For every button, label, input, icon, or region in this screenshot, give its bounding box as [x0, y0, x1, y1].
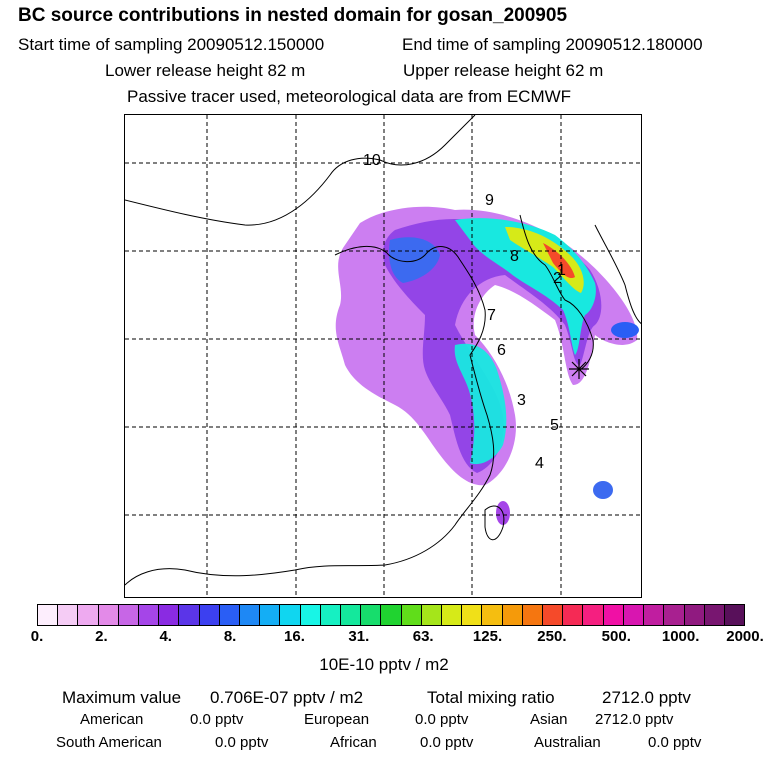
colorbar-segment [623, 605, 645, 625]
region-value: 0.0 pptv [215, 734, 269, 751]
colorbar-segment [38, 605, 59, 625]
plume-west [389, 237, 440, 283]
colorbar-segment [401, 605, 422, 625]
colorbar [37, 604, 745, 626]
plume-hot [505, 227, 584, 293]
colorbar-segment [361, 605, 382, 625]
traj-label: 2 [553, 270, 562, 287]
end-time-label: End time of sampling 20090512.180000 [402, 35, 703, 54]
colorbar-segment [300, 605, 321, 625]
region-name: African [330, 734, 377, 751]
colorbar-unit: 10E-10 pptv / m2 [319, 655, 449, 674]
colorbar-segment [320, 605, 342, 625]
colorbar-tick-label: 125. [472, 628, 503, 645]
colorbar-segment [159, 605, 180, 625]
traj-label: 9 [485, 192, 494, 209]
plume-coast [454, 343, 507, 465]
colorbar-tick-label: 250. [537, 628, 567, 645]
colorbar-segment [78, 605, 99, 625]
colorbar-tick-label: 8. [223, 628, 237, 645]
region-name: American [80, 711, 144, 728]
tracer-note: Passive tracer used, meteorological data… [127, 87, 572, 106]
plume-island-blob [593, 481, 613, 499]
traj-label: 8 [510, 248, 519, 265]
colorbar-segment [240, 605, 261, 625]
colorbar-segment [684, 605, 705, 625]
colorbar-segment [179, 605, 200, 625]
chart-title: BC source contributions in nested domain… [18, 5, 568, 26]
lower-release-height: Lower release height 82 m [105, 61, 306, 80]
colorbar-segment [583, 605, 604, 625]
region-name: Australian [534, 734, 601, 751]
plume-layer [335, 206, 639, 525]
colorbar-segment [118, 605, 140, 625]
region-value: 0.0 pptv [190, 711, 244, 728]
colorbar-segment [724, 605, 745, 625]
colorbar-tick-label: 1000. [661, 628, 700, 645]
traj-label: 5 [550, 417, 559, 434]
colorbar-tick-label: 31. [348, 628, 370, 645]
map-panel: 10 9 8 2 1 7 6 3 5 4 [124, 114, 642, 598]
region-value: 0.0 pptv [648, 734, 702, 751]
traj-label: 4 [535, 455, 544, 472]
colorbar-tick-label: 2000. [726, 628, 764, 645]
colorbar-segment [58, 605, 79, 625]
colorbar-segment [381, 605, 402, 625]
colorbar-segment [139, 605, 160, 625]
start-time-label: Start time of sampling 20090512.150000 [18, 35, 325, 54]
total-label: Total mixing ratio [427, 688, 555, 707]
colorbar-segment [219, 605, 241, 625]
colorbar-segment [482, 605, 503, 625]
colorbar-segment [563, 605, 584, 625]
trajectory-labels: 10 9 8 2 1 7 6 3 5 4 [363, 152, 566, 472]
traj-label: 1 [557, 262, 566, 279]
max-label: Maximum value [62, 688, 182, 707]
plume-east-blob [611, 322, 639, 338]
colorbar-tick-label: 2. [95, 628, 108, 645]
colorbar-segment [644, 605, 665, 625]
map-canvas: 10 9 8 2 1 7 6 3 5 4 [125, 115, 641, 597]
receptor-asterisk-icon [569, 359, 589, 379]
colorbar-segment [442, 605, 463, 625]
colorbar-segment [522, 605, 544, 625]
max-value: 0.706E-07 pptv / m2 [210, 688, 364, 707]
region-name: European [304, 711, 370, 728]
colorbar-segment [421, 605, 443, 625]
region-value: 0.0 pptv [415, 711, 469, 728]
colorbar-tick-label: 0. [30, 628, 44, 645]
traj-label: 3 [517, 392, 526, 409]
colorbar-tick-label: 63. [412, 628, 434, 645]
traj-label: 6 [497, 342, 506, 359]
plume-red [543, 243, 575, 279]
colorbar-segment [543, 605, 564, 625]
colorbar-segment [502, 605, 523, 625]
colorbar-segment [280, 605, 301, 625]
colorbar-segment [462, 605, 483, 625]
colorbar-segment [98, 605, 119, 625]
colorbar-segment [341, 605, 362, 625]
region-name: South American [56, 734, 162, 751]
colorbar-segment [603, 605, 624, 625]
region-value: 0.0 pptv [420, 734, 474, 751]
colorbar-segment [199, 605, 220, 625]
colorbar-segment [260, 605, 281, 625]
grid-lines [125, 115, 641, 597]
colorbar-tick-label: 500. [601, 628, 631, 645]
total-value: 2712.0 pptv [602, 688, 691, 707]
colorbar-segment [664, 605, 685, 625]
colorbar-segment [704, 605, 725, 625]
traj-label: 10 [363, 152, 381, 169]
colorbar-tick-label: 16. [284, 628, 305, 645]
region-name: Asian [530, 711, 568, 728]
upper-release-height: Upper release height 62 m [403, 61, 604, 80]
traj-label: 7 [487, 307, 496, 324]
colorbar-tick-label: 4. [159, 628, 172, 645]
region-value: 2712.0 pptv [595, 711, 674, 728]
